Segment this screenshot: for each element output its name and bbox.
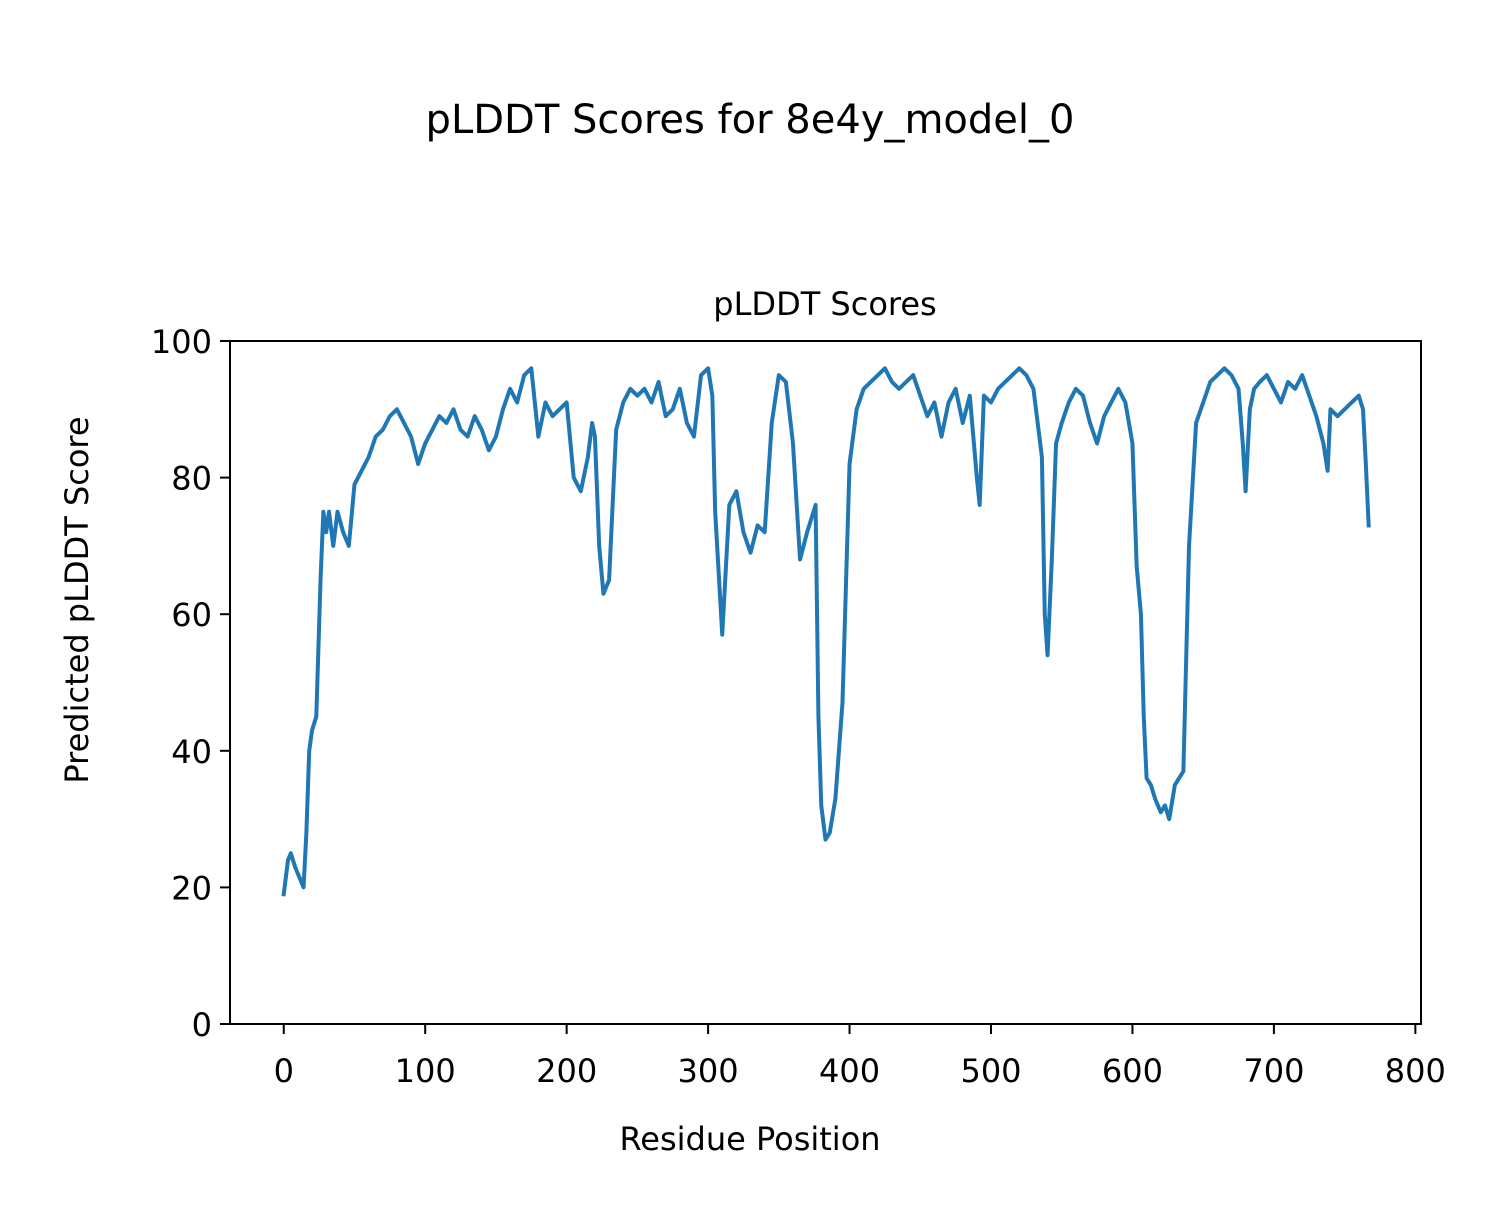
y-tick-label: 100 (151, 323, 212, 361)
y-tick-label: 20 (171, 869, 212, 907)
x-tick-label: 400 (819, 1052, 880, 1090)
x-tick-label: 800 (1385, 1052, 1446, 1090)
y-axis-label: Predicted pLDDT Score (58, 416, 96, 783)
y-tick-label: 60 (171, 596, 212, 634)
x-tick-label: 300 (678, 1052, 739, 1090)
y-tick-label: 40 (171, 733, 212, 771)
x-tick-label: 500 (960, 1052, 1021, 1090)
x-tick-label: 700 (1243, 1052, 1304, 1090)
axes-frame (229, 340, 1422, 1025)
x-tick-label: 100 (395, 1052, 456, 1090)
x-axis-ticks: 0 100 200 300 400 500 600 700 800 (274, 1024, 1446, 1090)
x-tick-label: 0 (274, 1052, 294, 1090)
chart-title: pLDDT Scores (713, 285, 936, 323)
x-axis-label: Residue Position (619, 1120, 880, 1158)
y-tick-label: 0 (192, 1006, 212, 1044)
x-tick-label: 200 (536, 1052, 597, 1090)
y-axis-ticks: 0 20 40 60 80 100 (151, 323, 230, 1044)
plot-area (281, 366, 1371, 897)
x-tick-label: 600 (1102, 1052, 1163, 1090)
figure-suptitle: pLDDT Scores for 8e4y_model_0 (426, 97, 1075, 143)
series-line-0 (281, 366, 1371, 897)
y-tick-label: 80 (171, 460, 212, 498)
